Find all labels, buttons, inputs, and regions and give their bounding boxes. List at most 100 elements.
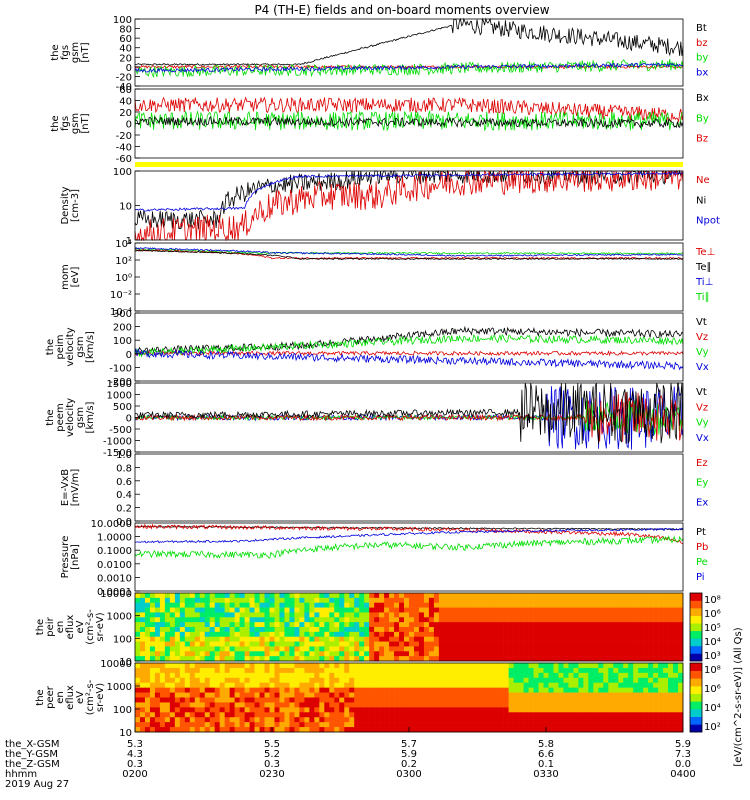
heatmap-cell xyxy=(658,697,664,703)
heatmap-cell xyxy=(593,707,599,713)
heatmap-cell xyxy=(289,722,295,728)
heatmap-cell xyxy=(438,712,445,718)
heatmap-cell xyxy=(558,707,564,713)
heatmap-cell xyxy=(458,617,465,623)
heatmap-cell xyxy=(553,692,559,698)
heatmap-cell xyxy=(668,682,674,688)
heatmap-cell xyxy=(623,672,629,679)
heatmap-cell xyxy=(339,656,345,662)
heatmap-cell xyxy=(294,692,300,698)
panel-9: 10⁸10⁶10⁵10⁴10³10000100010010thepeirenef… xyxy=(35,589,721,668)
heatmap-cell xyxy=(498,677,504,684)
series-line xyxy=(134,64,684,70)
heatmap-cell xyxy=(643,677,649,684)
heatmap-cell xyxy=(309,631,315,638)
heatmap-cell xyxy=(493,651,499,657)
heatmap-cell xyxy=(174,722,181,728)
heatmap-cell xyxy=(438,656,445,662)
heatmap-cell xyxy=(588,656,594,662)
heatmap-cell xyxy=(558,636,564,642)
heatmap-cell xyxy=(563,697,569,703)
heatmap-cell xyxy=(344,707,350,713)
heatmap-cell xyxy=(309,712,315,718)
heatmap-cell xyxy=(329,682,335,688)
heatmap-cell xyxy=(214,697,220,703)
heatmap-cell xyxy=(653,702,659,708)
heatmap-cell xyxy=(354,692,360,698)
heatmap-cell xyxy=(518,687,524,693)
heatmap-cell xyxy=(174,712,181,718)
heatmap-cell xyxy=(364,646,370,652)
heatmap-cell xyxy=(359,636,365,642)
heatmap-cell xyxy=(503,707,509,713)
heatmap-cell xyxy=(389,722,395,728)
heatmap-cell xyxy=(279,717,285,723)
heatmap-cell xyxy=(279,682,285,688)
heatmap-cell xyxy=(603,687,609,693)
heatmap-cell xyxy=(448,707,455,713)
heatmap-cell xyxy=(658,727,664,733)
heatmap-cell xyxy=(483,712,490,718)
heatmap-cell xyxy=(508,702,514,708)
heatmap-cell xyxy=(304,682,310,688)
heatmap-cell xyxy=(668,636,674,642)
heatmap-cell xyxy=(648,687,654,693)
heatmap-cell xyxy=(219,677,225,684)
heatmap-cell xyxy=(409,697,415,703)
heatmap-cell xyxy=(244,677,250,684)
heatmap-cell xyxy=(304,687,310,693)
heatmap-cell xyxy=(329,641,335,647)
heatmap-cell xyxy=(413,641,420,647)
heatmap-cell xyxy=(389,707,395,713)
heatmap-cell xyxy=(244,597,250,604)
y-tick-label: 60 xyxy=(119,34,132,45)
heatmap-cell xyxy=(478,707,485,713)
heatmap-cell xyxy=(159,593,166,599)
heatmap-cell xyxy=(433,617,440,623)
heatmap-cell xyxy=(259,682,265,688)
heatmap-cell xyxy=(453,651,460,657)
heatmap-cell xyxy=(588,722,594,728)
heatmap-cell xyxy=(169,607,176,613)
heatmap-cell xyxy=(364,682,370,688)
heatmap-cell xyxy=(478,677,485,684)
heatmap-cell xyxy=(234,593,240,599)
heatmap-cell xyxy=(668,607,674,613)
heatmap-cell xyxy=(359,627,365,633)
heatmap-cell xyxy=(244,656,250,662)
heatmap-cell xyxy=(184,697,191,703)
heatmap-cell xyxy=(394,656,400,662)
heatmap-cell xyxy=(433,607,440,613)
heatmap-cell xyxy=(229,627,235,633)
heatmap-cell xyxy=(269,646,275,652)
heatmap-cell xyxy=(304,597,310,604)
heatmap-cell xyxy=(483,597,490,604)
heatmap-cell xyxy=(135,636,141,642)
heatmap-cell xyxy=(324,631,330,638)
heatmap-cell xyxy=(663,651,669,657)
heatmap-cell xyxy=(418,702,425,708)
heatmap-cell xyxy=(299,627,305,633)
heatmap-cell xyxy=(379,722,385,728)
heatmap-cell xyxy=(653,656,659,662)
heatmap-cell xyxy=(583,702,589,708)
legend-entry: Bx xyxy=(696,93,709,104)
x-tick-label: 0.3 xyxy=(127,759,143,770)
heatmap-cell xyxy=(428,593,435,599)
heatmap-cell xyxy=(289,627,295,633)
heatmap-cell xyxy=(578,612,584,618)
heatmap-cell xyxy=(229,656,235,662)
heatmap-cell xyxy=(249,636,255,642)
heatmap-cell xyxy=(184,622,191,628)
heatmap-cell xyxy=(413,702,420,708)
series-line xyxy=(134,169,684,230)
heatmap-cell xyxy=(154,677,161,684)
heatmap-cell xyxy=(359,712,365,718)
heatmap-cell xyxy=(214,717,220,723)
heatmap-cell xyxy=(214,672,220,679)
heatmap-cell xyxy=(159,707,166,713)
heatmap-cell xyxy=(374,667,380,674)
heatmap-cell xyxy=(448,607,455,613)
heatmap-cell xyxy=(528,631,534,638)
